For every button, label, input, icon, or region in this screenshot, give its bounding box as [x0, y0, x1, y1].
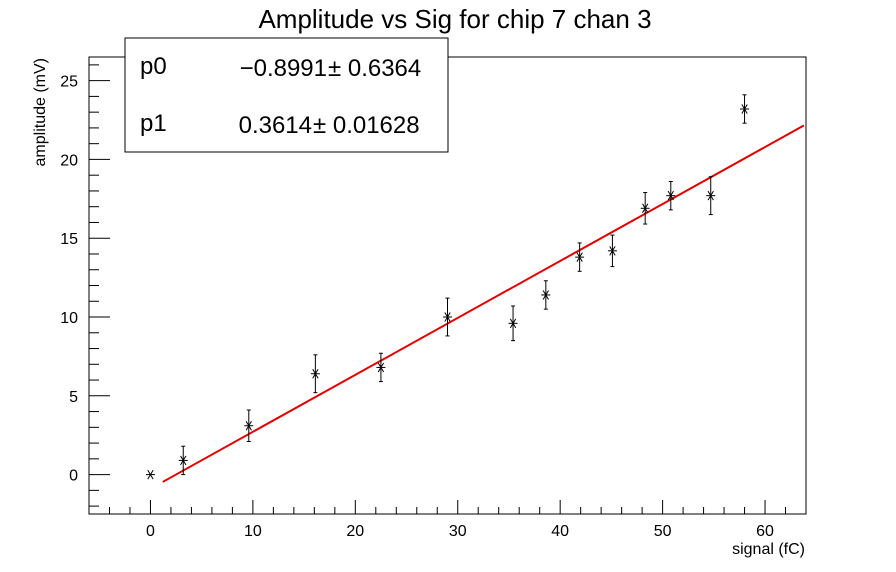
- x-tick-label: 20: [346, 523, 364, 540]
- data-point: [541, 280, 551, 310]
- stats-box-frame: [124, 37, 449, 153]
- x-tick-label: 0: [146, 523, 155, 540]
- point-marker: [312, 368, 319, 379]
- point-marker: [444, 312, 451, 322]
- y-tick-label: 0: [69, 468, 78, 485]
- x-tick-label: 10: [244, 523, 262, 540]
- point-marker: [509, 318, 517, 329]
- chart-title: Amplitude vs Sig for chip 7 chan 3: [258, 4, 651, 34]
- x-axis-title: signal (fC): [732, 541, 805, 558]
- points-layer: [145, 94, 750, 480]
- point-marker: [180, 455, 187, 466]
- p1-error: ± 0.01628: [313, 112, 420, 139]
- point-marker: [667, 190, 674, 201]
- y-tick-label: 15: [60, 231, 78, 248]
- data-point: [443, 297, 452, 337]
- y-axis-title: amplitude (mV): [32, 58, 49, 166]
- point-marker: [707, 190, 714, 201]
- y-tick-label: 25: [60, 74, 78, 91]
- data-point: [640, 192, 650, 225]
- data-point: [508, 305, 518, 342]
- p0-error: ± 0.6364: [328, 55, 421, 82]
- p1-value: 0.3614: [239, 112, 312, 139]
- data-point: [706, 176, 716, 216]
- p0-value: −0.8991: [240, 55, 327, 82]
- data-point: [244, 409, 254, 443]
- x-tick-label: 50: [654, 523, 672, 540]
- data-point: [145, 469, 155, 480]
- stats-box: p0 −0.8991 ± 0.6364 p1 0.3614 ± 0.01628: [124, 37, 449, 153]
- y-tick-label: 20: [60, 152, 78, 169]
- point-marker: [245, 420, 252, 431]
- data-point: [607, 234, 617, 268]
- fit-line: [162, 124, 805, 483]
- p1-label: p1: [140, 110, 167, 137]
- point-marker: [576, 252, 583, 262]
- x-tick-label: 60: [756, 523, 774, 540]
- point-marker: [741, 104, 748, 114]
- x-tick-label: 30: [449, 523, 467, 540]
- data-point: [310, 354, 320, 394]
- axes: 0 10 20 30 40 50 60 0 5 10 15 20 25: [60, 56, 807, 540]
- p0-label: p0: [140, 53, 167, 80]
- point-marker: [609, 246, 616, 256]
- fit-layer: [162, 124, 805, 483]
- data-point: [575, 242, 585, 272]
- data-point: [376, 352, 386, 383]
- data-point: [178, 445, 188, 476]
- point-marker: [642, 203, 649, 214]
- data-point: [666, 180, 676, 211]
- point-marker: [542, 290, 549, 300]
- y-tick-label: 10: [60, 310, 78, 327]
- x-tick-label: 40: [551, 523, 569, 540]
- point-marker: [147, 469, 154, 480]
- data-point: [740, 94, 750, 124]
- point-marker: [377, 362, 385, 373]
- y-tick-label: 5: [69, 389, 78, 406]
